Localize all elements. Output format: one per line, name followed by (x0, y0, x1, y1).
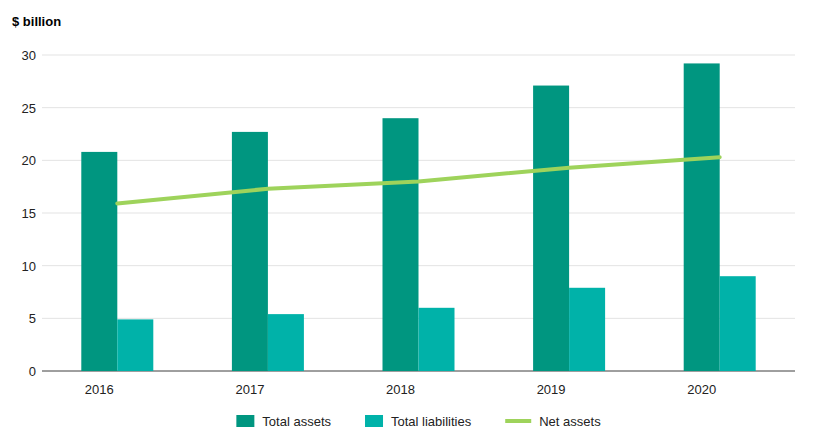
y-tick-label: 25 (22, 101, 36, 116)
x-tick-label: 2018 (386, 382, 415, 397)
bar (268, 314, 304, 371)
legend-swatch (365, 415, 383, 427)
chart: $ billion 0 5 10 15 20 25 30 2016 2017 2018 2019 202… (0, 0, 820, 446)
bar (117, 319, 153, 371)
bar (383, 118, 419, 371)
line (117, 157, 719, 203)
y-tick-label: 10 (22, 259, 36, 274)
bar (81, 152, 117, 371)
x-tick-label: 2016 (85, 382, 114, 397)
bar (232, 132, 268, 371)
bar (533, 86, 569, 371)
legend-swatch (505, 419, 531, 423)
plot-marks (81, 63, 755, 371)
bar (720, 276, 756, 371)
y-axis-label: $ billion (12, 14, 61, 29)
y-tick-label: 5 (29, 311, 36, 326)
x-tick-label: 2017 (235, 382, 264, 397)
legend-label: Total assets (262, 414, 331, 429)
y-tick-label: 20 (22, 153, 36, 168)
legend: Total assets Total liabilities Net assets (236, 414, 601, 429)
grid-line (42, 55, 795, 56)
legend-label: Total liabilities (391, 414, 472, 429)
legend-label: Net assets (539, 414, 601, 429)
bar (684, 63, 720, 371)
legend-swatch (236, 415, 254, 427)
x-tick-label: 2020 (687, 382, 716, 397)
y-tick-label: 15 (22, 206, 36, 221)
y-tick-label: 30 (22, 48, 36, 63)
x-tick-label: 2019 (537, 382, 566, 397)
bar (569, 288, 605, 371)
grid-line (42, 107, 795, 108)
bar (419, 308, 455, 371)
y-tick-label: 0 (29, 364, 36, 379)
